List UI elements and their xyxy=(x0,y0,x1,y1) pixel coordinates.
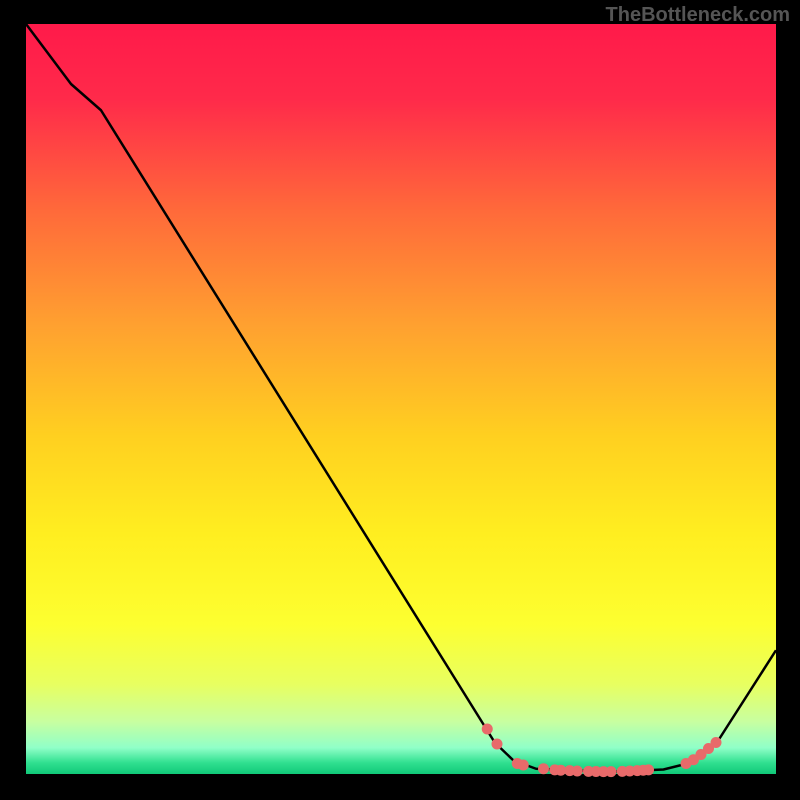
data-marker xyxy=(572,766,583,777)
data-marker xyxy=(711,737,722,748)
data-marker xyxy=(482,724,493,735)
chart-svg xyxy=(0,0,800,800)
data-marker xyxy=(492,739,503,750)
data-marker xyxy=(538,763,549,774)
watermark-text: TheBottleneck.com xyxy=(606,4,790,27)
data-marker xyxy=(606,766,617,777)
data-marker xyxy=(518,760,529,771)
plot-area xyxy=(26,24,776,774)
data-marker xyxy=(643,764,654,775)
chart-container: TheBottleneck.com xyxy=(0,0,800,800)
